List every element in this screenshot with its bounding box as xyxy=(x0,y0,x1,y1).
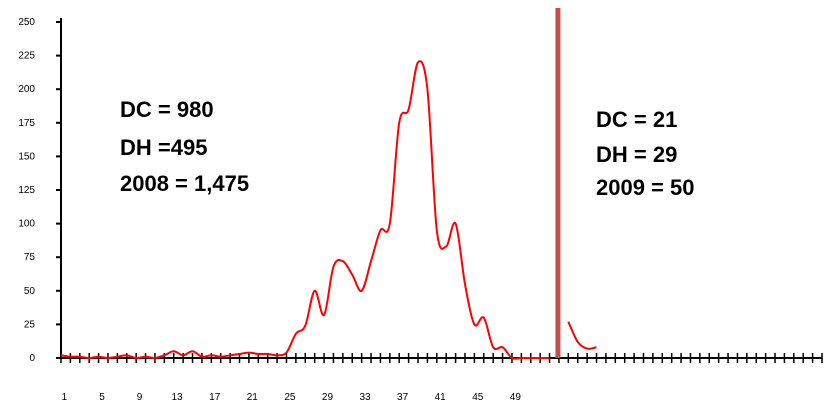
divider-bar xyxy=(555,8,561,358)
annotation-2009-line-3: 2009 = 50 xyxy=(596,175,694,200)
series-lines xyxy=(60,60,597,360)
x-tick-label: 5 xyxy=(99,392,105,403)
y-tick-label: 50 xyxy=(24,286,36,297)
x-tick-label: 37 xyxy=(397,392,409,403)
x-tick-label: 33 xyxy=(359,392,371,403)
year-divider xyxy=(555,8,561,358)
x-tick-label: 9 xyxy=(137,392,143,403)
x-tick-label: 25 xyxy=(284,392,296,403)
x-tick-label: 17 xyxy=(209,392,221,403)
x-tick-label: 29 xyxy=(322,392,334,403)
series-line-1 xyxy=(60,60,550,360)
annotation-2009-line-2: DH = 29 xyxy=(596,142,677,167)
annotation-2009-line-1: DC = 21 xyxy=(596,107,677,132)
y-tick-label: 75 xyxy=(24,252,36,263)
y-tick-label: 0 xyxy=(29,353,35,364)
x-tick-label: 21 xyxy=(247,392,259,403)
x-tick-label: 45 xyxy=(472,392,484,403)
y-tick-label: 225 xyxy=(18,51,35,62)
series-line-2 xyxy=(567,321,597,350)
y-tick-label: 175 xyxy=(18,118,35,129)
annotation-2008-line-1: DC = 980 xyxy=(120,97,214,122)
x-tick-label: 13 xyxy=(172,392,184,403)
x-tick-label: 41 xyxy=(435,392,447,403)
x-axis: 1 5 9 13 17 21 25 29 33 37 41 45 49 xyxy=(60,353,823,403)
y-tick-label: 125 xyxy=(18,185,35,196)
annotation-2008-line-2: DH =495 xyxy=(120,135,207,160)
y-axis: 0 25 50 75 100 125 150 175 200 225 250 xyxy=(18,17,62,364)
x-tick-label: 1 xyxy=(62,392,68,403)
y-tick-label: 25 xyxy=(24,319,36,330)
annotation-2008-line-3: 2008 = 1,475 xyxy=(120,171,249,196)
y-tick-label: 200 xyxy=(18,84,35,95)
x-tick-label: 49 xyxy=(510,392,522,403)
y-tick-label: 250 xyxy=(18,17,35,28)
y-tick-label: 150 xyxy=(18,151,35,162)
y-tick-label: 100 xyxy=(18,219,35,230)
